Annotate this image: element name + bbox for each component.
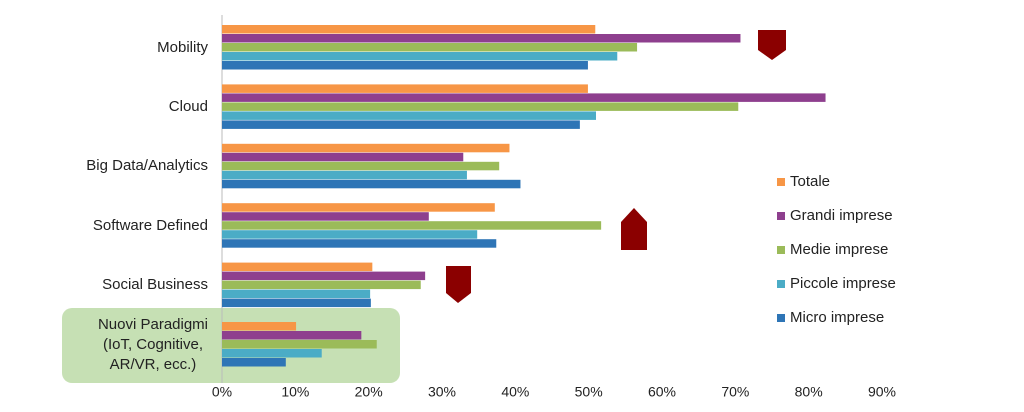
bar	[222, 61, 588, 70]
up-arrow	[621, 208, 647, 250]
bar	[222, 230, 478, 239]
bar	[222, 331, 362, 340]
bar	[222, 143, 510, 153]
legend-swatch	[777, 280, 785, 288]
bar	[222, 93, 826, 102]
bar	[222, 120, 580, 129]
down-arrow	[758, 30, 786, 60]
legend-label: Grandi imprese	[790, 207, 893, 224]
bar	[222, 221, 602, 230]
x-tick-label: 20%	[355, 384, 383, 400]
bar	[222, 152, 464, 162]
x-tick-label: 60%	[648, 384, 676, 400]
bar	[222, 322, 297, 331]
category-label: Big Data/Analytics	[86, 157, 208, 175]
bar	[222, 84, 588, 93]
x-tick-label: 0%	[212, 384, 232, 400]
bar	[222, 280, 421, 290]
legend-label: Micro imprese	[790, 309, 884, 326]
category-label: Nuovi Paradigmi (IoT, Cognitive, AR/VR, …	[97, 315, 208, 373]
bar	[222, 102, 739, 111]
x-tick-label: 80%	[795, 384, 823, 400]
x-tick-label: 50%	[575, 384, 603, 400]
down-arrow	[446, 266, 471, 303]
legend-swatch	[777, 314, 785, 322]
bar	[222, 271, 426, 281]
x-tick-label: 40%	[501, 384, 529, 400]
category-label: Social Business	[102, 276, 208, 294]
bar	[222, 179, 521, 189]
x-tick-label: 70%	[721, 384, 749, 400]
bar	[222, 358, 286, 367]
bar	[222, 52, 618, 61]
category-label: Mobility	[157, 38, 208, 56]
bar	[222, 43, 638, 52]
bar	[222, 262, 373, 272]
legend-label: Totale	[790, 173, 830, 190]
legend-label: Medie imprese	[790, 241, 888, 258]
bar	[222, 25, 596, 34]
bar	[222, 161, 500, 171]
category-label: Cloud	[168, 97, 208, 115]
bar	[222, 170, 467, 180]
legend-swatch	[777, 212, 785, 220]
x-tick-label: 30%	[428, 384, 456, 400]
x-tick-label: 90%	[868, 384, 896, 400]
bar	[222, 298, 371, 308]
bar	[222, 349, 322, 358]
legend-swatch	[777, 178, 785, 186]
bar	[222, 111, 596, 120]
category-label: Software Defined	[92, 216, 208, 234]
bar	[222, 340, 377, 349]
bar	[222, 239, 497, 248]
bar	[222, 289, 371, 299]
legend-label: Piccole imprese	[790, 275, 896, 292]
bar	[222, 203, 495, 212]
bar	[222, 212, 429, 221]
x-tick-label: 10%	[281, 384, 309, 400]
bar	[222, 34, 741, 43]
legend-swatch	[777, 246, 785, 254]
